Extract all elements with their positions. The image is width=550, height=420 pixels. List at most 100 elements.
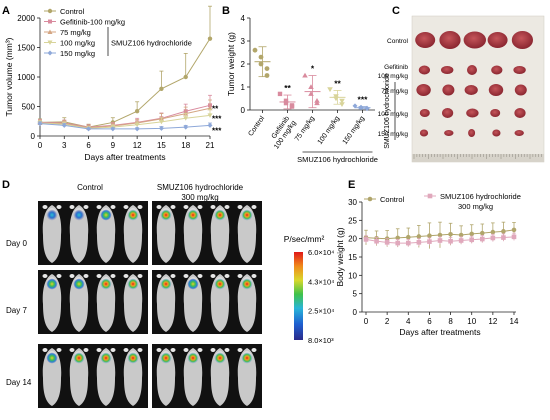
y-tick-label: 1500: [17, 44, 35, 53]
mouse-silhouette: [42, 348, 62, 406]
y-tick-label: 2000: [17, 14, 35, 23]
tumor-specimen: [468, 129, 476, 137]
mouse-ear: [69, 274, 75, 278]
x-tick-label: 0: [38, 141, 43, 150]
colorbar-title: P/sec/mm²: [284, 234, 325, 244]
mouse-ear: [56, 205, 62, 209]
tumor-specimen: [514, 108, 526, 118]
x-tick-label: 12: [488, 317, 497, 326]
mouse-ear: [110, 274, 116, 278]
group-label: SMUZ106 hydrochloride: [384, 73, 391, 149]
x-axis-label: Days after treatments: [399, 327, 480, 337]
y-tick-label: 4: [241, 14, 246, 23]
legend-swatch-marker: [367, 196, 373, 202]
significance-marker: ***: [212, 126, 222, 135]
legend-swatch-marker: [427, 193, 433, 199]
mouse-ear: [251, 205, 257, 209]
mouse-ear: [96, 274, 102, 278]
bioluminescence-signal: [160, 209, 172, 221]
x-tick-label-line: 150 mg/kg: [342, 115, 367, 146]
data-point: [308, 84, 314, 89]
data-point: [416, 240, 422, 245]
mouse-ear: [83, 205, 89, 209]
row-label: 100 mg/kg: [378, 111, 409, 118]
x-tick-label: 9: [111, 141, 116, 150]
x-tick-label: 21: [206, 141, 215, 150]
colorbar-tick-label: 4.3×10⁴: [308, 277, 334, 286]
significance-marker: **: [284, 83, 291, 93]
legend-label: 300 mg/kg: [458, 202, 493, 211]
legend-swatch-marker: [47, 29, 53, 34]
data-point: [158, 125, 164, 131]
data-point: [395, 240, 401, 246]
y-tick-label: 0: [31, 132, 36, 141]
panel-a-tumor-volume-chart: 0 500 1000 1500 2000 0 3 6 9 12 15 18 21 Days after t…: [4, 5, 222, 162]
significance-marker: ***: [358, 95, 369, 105]
data-point: [501, 235, 506, 240]
mouse-silhouette: [183, 274, 203, 332]
data-point: [448, 231, 453, 237]
colorbar-tick-label: 8.0×10³: [308, 336, 334, 345]
y-tick-label: 0: [241, 106, 246, 115]
mouse-silhouette: [210, 274, 230, 332]
significance-marker: *: [311, 64, 315, 74]
mouse-ear: [110, 205, 116, 209]
mouse-silhouette: [96, 348, 116, 406]
mouse-silhouette: [237, 205, 257, 263]
x-tick-label: 4: [406, 317, 411, 326]
series-line: [39, 104, 211, 128]
data-point: [437, 238, 443, 243]
x-tick-label: 6: [86, 141, 91, 150]
data-point: [501, 229, 506, 234]
bioluminescence-signal: [127, 352, 139, 364]
mouse-ear: [210, 274, 216, 278]
y-tick-label: 1: [241, 83, 246, 92]
tumor-specimen: [419, 129, 429, 137]
data-point: [158, 119, 164, 125]
x-tick-label: Control: [247, 115, 266, 138]
mouse-ear: [197, 348, 203, 352]
data-point: [374, 238, 379, 244]
y-tick-label: 10: [348, 271, 357, 280]
mouse-ear: [183, 205, 189, 209]
mouse-ear: [224, 348, 230, 352]
y-tick-label: 15: [348, 253, 357, 262]
x-tick-label: 2: [385, 317, 390, 326]
data-point: [207, 36, 213, 41]
mouse-silhouette: [123, 274, 143, 332]
y-tick-label: 500: [22, 103, 36, 112]
ruler: [412, 154, 544, 162]
mouse-ear: [42, 205, 48, 209]
tumor-specimen: [491, 65, 503, 75]
panel-letter-e: E: [348, 179, 355, 191]
series-line: [39, 123, 211, 130]
x-tick-label-line: 75 mg/kg: [294, 115, 316, 143]
mouse-ear: [137, 348, 143, 352]
panel-letter-c: C: [392, 5, 400, 17]
mouse-silhouette: [69, 348, 89, 406]
tumor-specimen: [514, 130, 524, 136]
mouse-ear: [197, 274, 203, 278]
mouse-silhouette: [156, 348, 176, 406]
bioluminescence-signal: [241, 352, 253, 364]
x-tick-label: 14: [510, 317, 519, 326]
x-tick-label: 18: [181, 141, 190, 150]
mouse-ear: [251, 274, 257, 278]
colorbar-tick-label: 2.5×10⁴: [308, 307, 334, 316]
legend-label: Gefitinib-100 mg/kg: [60, 18, 125, 27]
significance-marker: **: [212, 104, 219, 113]
data-point: [134, 109, 140, 114]
x-tick-label-line: Control: [247, 115, 266, 138]
data-point: [86, 126, 92, 132]
mouse-silhouette: [42, 274, 62, 332]
bioluminescence-signal: [73, 278, 85, 290]
mouse-ear: [251, 348, 257, 352]
mouse-ear: [96, 205, 102, 209]
panel-letter-b: B: [222, 5, 230, 17]
bioluminescence-signal: [73, 209, 85, 221]
legend-label: 75 mg/kg: [60, 28, 91, 37]
mouse-silhouette: [42, 205, 62, 263]
mouse-ear: [170, 348, 176, 352]
